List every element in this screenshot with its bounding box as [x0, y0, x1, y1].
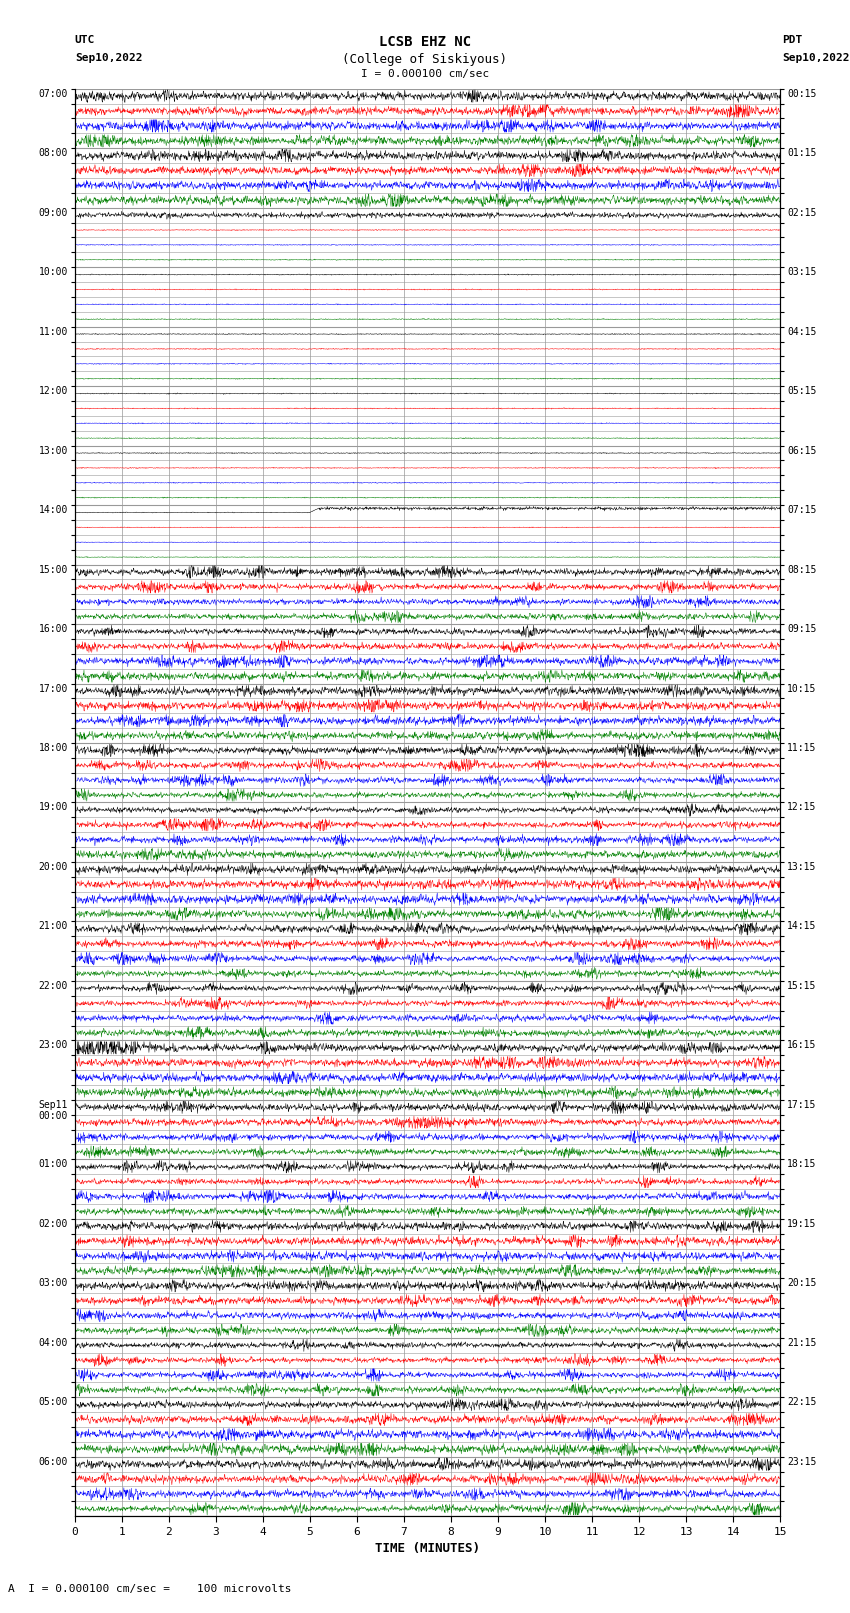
Text: LCSB EHZ NC: LCSB EHZ NC: [379, 35, 471, 50]
Text: I = 0.000100 cm/sec: I = 0.000100 cm/sec: [361, 69, 489, 79]
Text: A  I = 0.000100 cm/sec =    100 microvolts: A I = 0.000100 cm/sec = 100 microvolts: [8, 1584, 292, 1594]
Text: Sep10,2022: Sep10,2022: [782, 53, 849, 63]
X-axis label: TIME (MINUTES): TIME (MINUTES): [375, 1542, 480, 1555]
Text: PDT: PDT: [782, 35, 802, 45]
Text: (College of Siskiyous): (College of Siskiyous): [343, 53, 507, 66]
Text: UTC: UTC: [75, 35, 95, 45]
Text: Sep10,2022: Sep10,2022: [75, 53, 142, 63]
